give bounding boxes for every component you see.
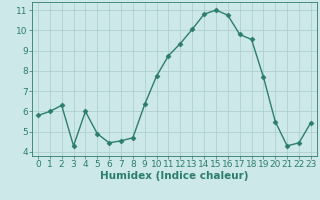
X-axis label: Humidex (Indice chaleur): Humidex (Indice chaleur) — [100, 171, 249, 181]
